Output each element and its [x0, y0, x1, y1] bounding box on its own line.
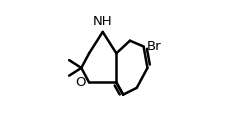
Text: NH: NH	[93, 15, 113, 28]
Text: O: O	[76, 76, 86, 89]
Text: Br: Br	[147, 40, 162, 53]
